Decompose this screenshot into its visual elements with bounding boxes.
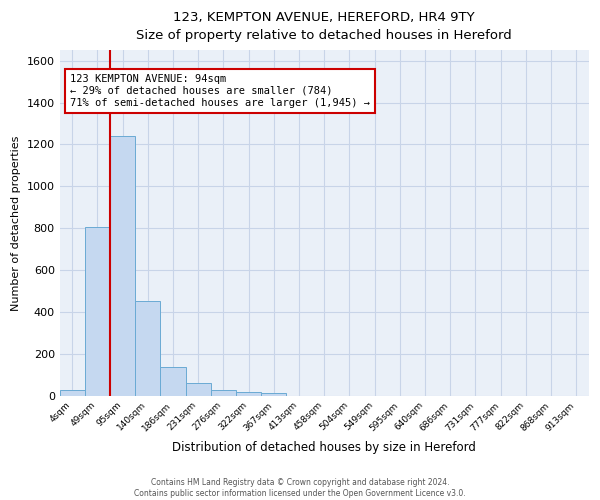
Bar: [110, 136, 135, 396]
Title: 123, KEMPTON AVENUE, HEREFORD, HR4 9TY
Size of property relative to detached hou: 123, KEMPTON AVENUE, HEREFORD, HR4 9TY S…: [136, 11, 512, 42]
Bar: [261, 393, 286, 396]
Bar: [236, 392, 261, 396]
Bar: [59, 390, 85, 396]
Y-axis label: Number of detached properties: Number of detached properties: [11, 135, 21, 310]
Bar: [185, 383, 211, 396]
Text: Contains HM Land Registry data © Crown copyright and database right 2024.
Contai: Contains HM Land Registry data © Crown c…: [134, 478, 466, 498]
Bar: [85, 227, 110, 396]
Text: 123 KEMPTON AVENUE: 94sqm
← 29% of detached houses are smaller (784)
71% of semi: 123 KEMPTON AVENUE: 94sqm ← 29% of detac…: [70, 74, 370, 108]
Bar: [135, 302, 160, 396]
X-axis label: Distribution of detached houses by size in Hereford: Distribution of detached houses by size …: [172, 441, 476, 454]
Bar: [160, 368, 185, 396]
Bar: [211, 390, 236, 396]
